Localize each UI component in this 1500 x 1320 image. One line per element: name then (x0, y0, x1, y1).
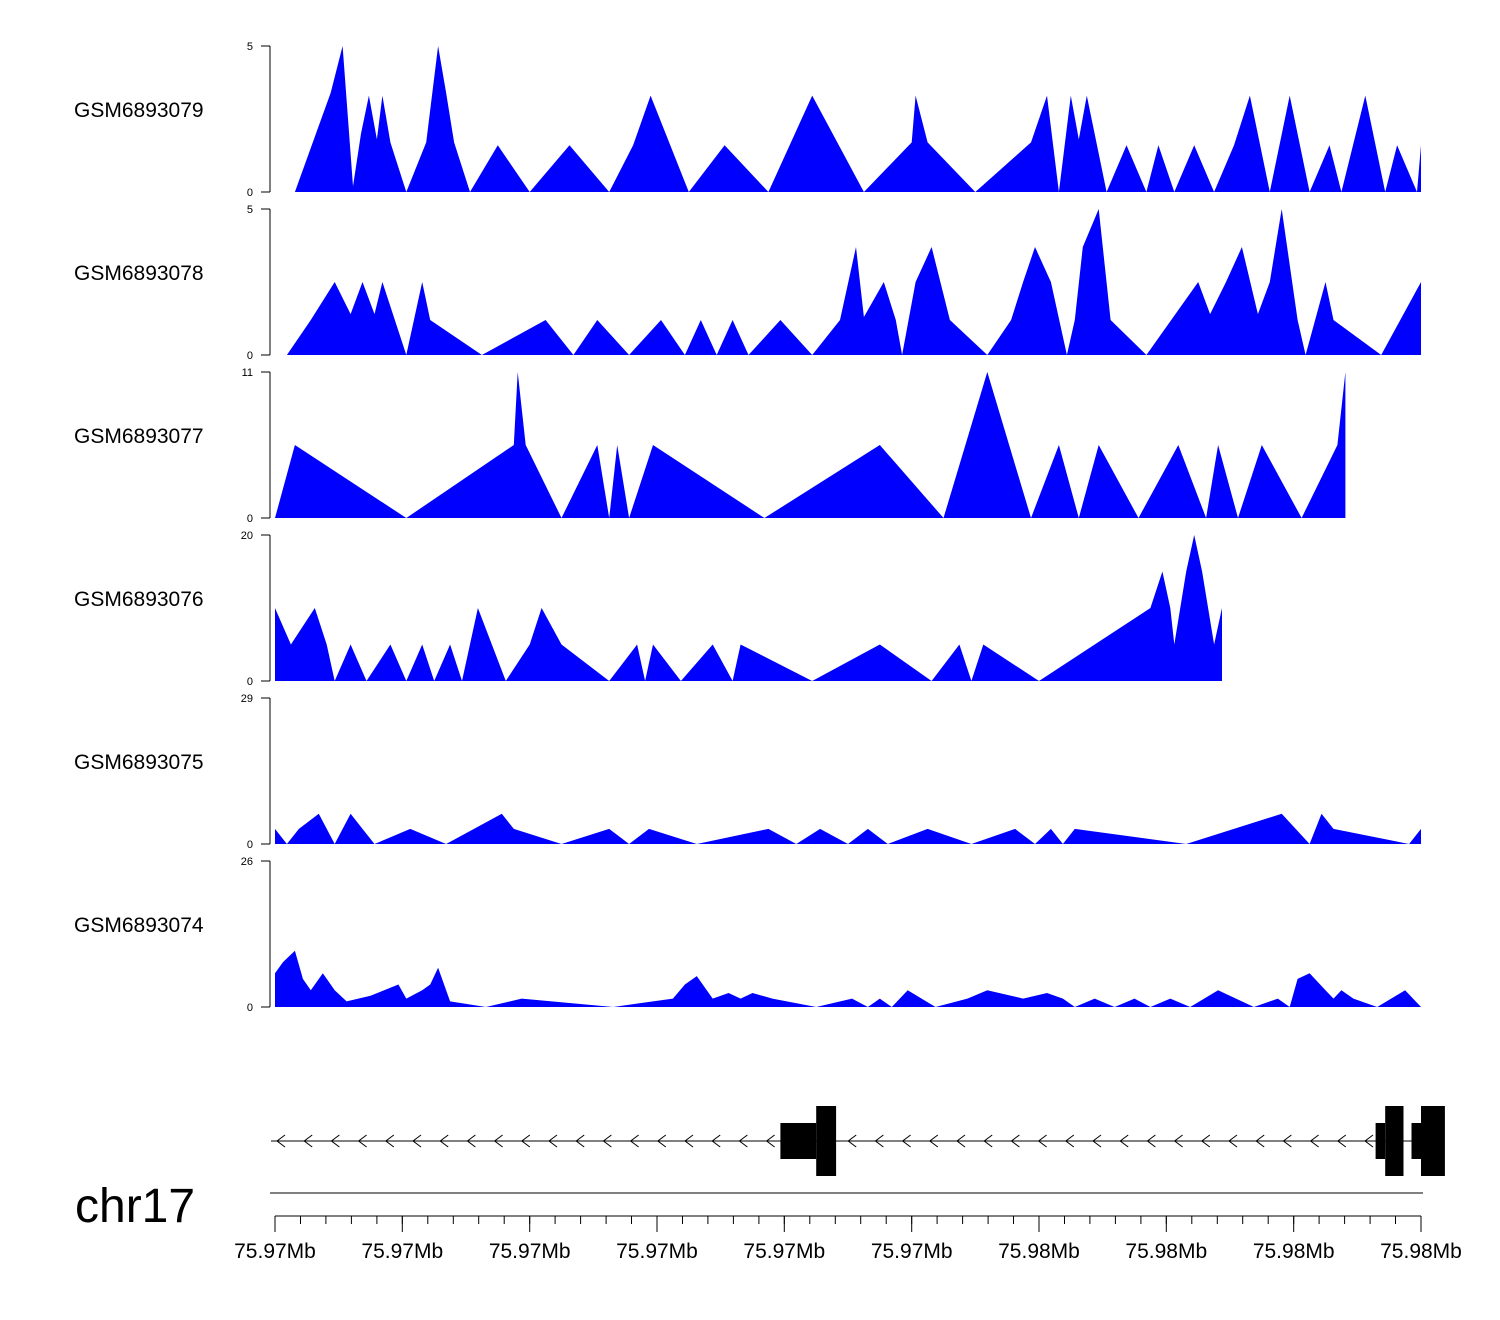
coverage-area (275, 861, 1421, 1007)
y-tick-label-max: 26 (241, 856, 253, 868)
x-tick-label: 75.97Mb (361, 1240, 443, 1263)
strand-chevron (1228, 1134, 1238, 1148)
strand-chevron (711, 1134, 721, 1148)
strand-chevron (412, 1134, 422, 1148)
strand-chevron (1200, 1134, 1211, 1148)
x-tick-label: 75.98Mb (998, 1240, 1080, 1263)
track-GSM6893074: GSM6893074 26 0 (74, 856, 1421, 1014)
y-tick-label-min: 0 (247, 350, 253, 362)
strand-chevron (1064, 1134, 1075, 1148)
strand-chevron (1173, 1134, 1183, 1148)
track-GSM6893077: GSM6893077 11 0 (74, 367, 1346, 525)
x-tick-label: 75.97Mb (743, 1240, 825, 1263)
strand-chevron (1119, 1134, 1129, 1148)
track-label: GSM6893078 (74, 262, 204, 285)
y-tick-label-min: 0 (247, 187, 253, 199)
strand-chevron (928, 1134, 939, 1148)
exon-cds-block (1421, 1106, 1445, 1176)
strand-chevron (1336, 1134, 1347, 1148)
strand-chevron (520, 1134, 531, 1148)
x-tick-label: 75.98Mb (1380, 1240, 1462, 1263)
x-tick-label: 75.97Mb (489, 1240, 571, 1263)
strand-chevron (956, 1134, 966, 1148)
strand-chevron (629, 1134, 639, 1148)
y-tick-label-min: 0 (247, 513, 253, 525)
y-tick-label-min: 0 (247, 1002, 253, 1014)
y-tick-label-max: 11 (242, 367, 253, 379)
coverage-area (286, 209, 1421, 355)
strand-chevron (384, 1134, 395, 1148)
track-label: GSM6893074 (74, 914, 204, 937)
strand-chevron (901, 1134, 911, 1148)
strand-chevron (493, 1134, 503, 1148)
strand-chevron (575, 1134, 585, 1148)
y-tick-label-min: 0 (247, 676, 253, 688)
exon-utr-block (780, 1123, 817, 1159)
strand-chevron (765, 1134, 775, 1148)
x-tick-label: 75.98Mb (1125, 1240, 1207, 1263)
exon-cds-block (1385, 1106, 1404, 1176)
strand-chevron (656, 1134, 667, 1148)
strand-chevron (847, 1134, 857, 1148)
strand-chevron (439, 1134, 449, 1148)
y-tick-label-max: 5 (247, 204, 253, 216)
y-tick-label-min: 0 (247, 839, 253, 851)
exon-utr-block (1375, 1123, 1386, 1159)
coverage-area (294, 46, 1421, 192)
y-tick-label-max: 20 (241, 530, 253, 542)
track-GSM6893078: GSM6893078 5 0 (74, 204, 1421, 362)
track-label: GSM6893075 (74, 751, 204, 774)
track-label: GSM6893077 (74, 425, 204, 448)
strand-chevron (1010, 1134, 1020, 1148)
strand-chevron (1309, 1134, 1319, 1148)
x-tick-label: 75.97Mb (234, 1240, 316, 1263)
coverage-area (275, 535, 1222, 681)
track-GSM6893075: GSM6893075 29 0 (74, 693, 1421, 851)
strand-chevron (330, 1134, 340, 1148)
strand-chevron (1037, 1134, 1047, 1148)
track-GSM6893076: GSM6893076 20 0 (74, 530, 1222, 688)
coverage-tracks: GSM689307950GSM689307850GSM6893077110GSM… (74, 41, 1421, 1014)
track-label: GSM6893076 (74, 588, 204, 611)
strand-chevron (1364, 1134, 1374, 1148)
genomic-axis: 75.97Mb 75.97Mb 75.97Mb 75.97Mb 75.97Mb 75.97… (234, 1215, 1462, 1263)
strand-chevron (1255, 1134, 1265, 1148)
track-GSM6893079: GSM6893079 5 0 (74, 41, 1421, 199)
strand-chevron (1146, 1134, 1156, 1148)
strand-chevron (684, 1134, 694, 1148)
strand-chevron (1282, 1134, 1292, 1148)
coverage-area (275, 698, 1421, 844)
strand-chevron (602, 1134, 612, 1148)
strand-chevron (357, 1134, 367, 1148)
y-tick-label-max: 5 (247, 41, 253, 53)
y-tick-label-max: 29 (241, 693, 253, 705)
coverage-area (275, 372, 1346, 518)
strand-chevron (303, 1134, 313, 1148)
x-tick-label: 75.97Mb (871, 1240, 953, 1263)
strand-chevron (983, 1134, 993, 1148)
strand-chevron (1092, 1134, 1102, 1148)
strand-chevron (874, 1134, 884, 1148)
gene-model-track (270, 1106, 1445, 1194)
exon-utr-block (1411, 1123, 1421, 1159)
strand-chevron (738, 1134, 748, 1148)
strand-chevron (276, 1134, 286, 1148)
chromosome-label: chr17 (75, 1180, 195, 1233)
exon-cds-block (816, 1106, 837, 1176)
track-label: GSM6893079 (74, 99, 204, 122)
strand-chevron (548, 1134, 558, 1148)
x-tick-label: 75.97Mb (616, 1240, 698, 1263)
x-tick-label: 75.98Mb (1253, 1240, 1335, 1263)
strand-chevron (466, 1134, 476, 1148)
